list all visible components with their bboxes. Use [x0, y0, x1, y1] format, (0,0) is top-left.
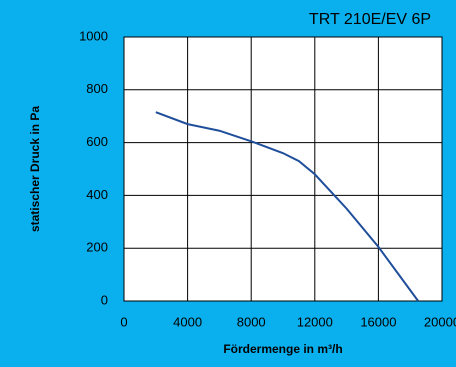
y-tick-label: 1000: [79, 28, 108, 43]
plot-area: [123, 36, 443, 302]
y-tick-label: 200: [86, 240, 108, 255]
x-tick-label: 12000: [297, 314, 333, 329]
x-tick-label: 16000: [360, 314, 396, 329]
y-tick-label: 800: [86, 81, 108, 96]
x-tick-label: 0: [120, 314, 127, 329]
line-series: [155, 111, 419, 302]
x-tick-label: 20000: [424, 314, 456, 329]
y-tick-label: 400: [86, 187, 108, 202]
chart-title: TRT 210E/EV 6P: [309, 11, 431, 28]
y-axis-label: statischer Druck in Pa: [28, 106, 42, 232]
y-tick-label: 600: [86, 134, 108, 149]
x-tick-label: 8000: [237, 314, 266, 329]
x-axis-label: Fördermenge in m³/h: [223, 342, 342, 356]
x-tick-label: 4000: [173, 314, 202, 329]
y-tick-label: 0: [101, 292, 108, 307]
